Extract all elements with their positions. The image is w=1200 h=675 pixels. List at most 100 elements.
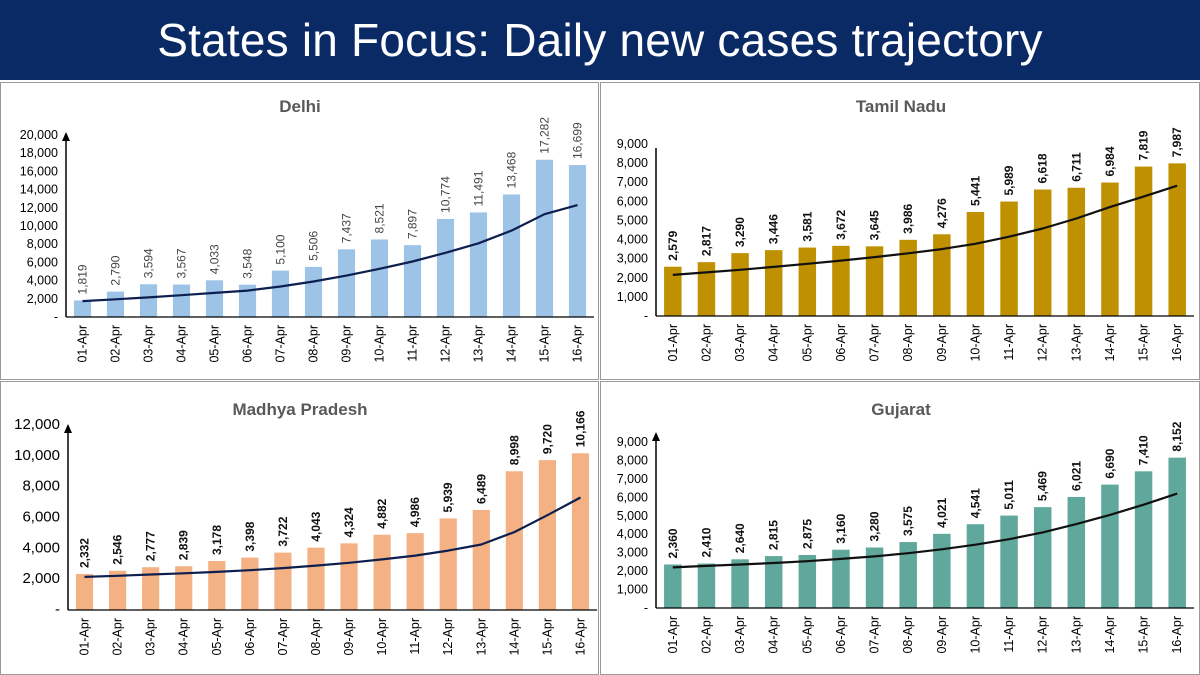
data-label: 10,166	[573, 410, 587, 447]
x-tick-label: 12-Apr	[1036, 324, 1050, 362]
bar-14-Apr	[1101, 182, 1119, 316]
data-label: 3,567	[175, 248, 189, 278]
x-tick-label: 12-Apr	[441, 618, 455, 656]
chart-panel-tamil-nadu: Tamil Nadu - 1,000 2,000 3,000 4,000 5,000 6,00…	[600, 82, 1200, 380]
bar-03-Apr	[731, 559, 749, 608]
bar-11-Apr	[1000, 515, 1018, 608]
x-tick-label: 02-Apr	[109, 325, 123, 363]
bar-02-Apr	[697, 563, 716, 608]
y-tick-label: 5,000	[617, 509, 648, 523]
bar-12-Apr	[1033, 507, 1052, 608]
bar-15-Apr	[535, 159, 554, 317]
data-label: 2,777	[144, 531, 158, 561]
chart-title: Tamil Nadu	[856, 97, 946, 116]
x-tick-label: 13-Apr	[472, 325, 486, 363]
data-label: 5,506	[307, 231, 321, 261]
data-label: 5,100	[274, 234, 288, 264]
bar-08-Apr	[899, 542, 917, 608]
bar-08-Apr	[307, 547, 325, 610]
data-label: 1,819	[76, 264, 90, 294]
bar-09-Apr	[933, 533, 951, 608]
data-label: 3,548	[241, 248, 255, 278]
bar-16-Apr	[1168, 163, 1186, 316]
data-label: 2,360	[666, 528, 680, 558]
y-tick-label: 2,000	[22, 570, 60, 587]
bar-15-Apr	[1134, 471, 1153, 608]
data-label: 8,998	[507, 435, 521, 465]
x-tick-label: 02-Apr	[699, 616, 713, 654]
data-label: 8,152	[1170, 421, 1184, 451]
x-tick-label: 03-Apr	[733, 324, 747, 362]
x-tick-label: 15-Apr	[540, 618, 554, 656]
data-label: 6,021	[1069, 461, 1083, 491]
bar-09-Apr	[337, 249, 356, 317]
data-label: 4,324	[342, 507, 356, 537]
data-label: 5,469	[1036, 471, 1050, 501]
data-label: 2,815	[767, 520, 781, 550]
x-tick-label: 09-Apr	[935, 324, 949, 362]
y-tick-label: 18,000	[20, 146, 58, 160]
y-tick-label: 20,000	[20, 128, 58, 142]
x-tick-label: 13-Apr	[1069, 324, 1083, 362]
bar-03-Apr	[139, 284, 158, 317]
bar-02-Apr	[697, 262, 716, 316]
x-tick-label: 10-Apr	[373, 325, 387, 363]
data-label: 2,579	[666, 230, 680, 260]
y-tick-label: 4,000	[22, 539, 60, 556]
x-tick-label: 09-Apr	[340, 325, 354, 363]
y-tick-label: -	[644, 309, 648, 323]
data-label: 4,541	[968, 488, 982, 518]
x-tick-label: 04-Apr	[767, 324, 781, 362]
bar-07-Apr	[865, 246, 884, 316]
y-tick-label: 8,000	[617, 156, 648, 170]
data-label: 4,276	[935, 198, 949, 228]
bar-04-Apr	[764, 250, 783, 316]
data-label: 2,839	[177, 530, 191, 560]
x-tick-label: 10-Apr	[968, 616, 982, 654]
y-tick-label: 12,000	[14, 416, 60, 433]
x-tick-label: 10-Apr	[375, 618, 389, 656]
y-tick-label: 7,000	[617, 175, 648, 189]
chart-title: Gujarat	[871, 400, 931, 419]
bar-15-Apr	[538, 460, 557, 610]
y-tick-label: 2,000	[617, 564, 648, 578]
y-tick-label: 6,000	[27, 255, 58, 269]
x-tick-label: 08-Apr	[309, 618, 323, 656]
bar-05-Apr	[208, 561, 226, 610]
x-tick-label: 09-Apr	[935, 616, 949, 654]
bar-03-Apr	[731, 253, 749, 316]
chart-body: Delhi - 2,000 4,000 6,000 8,000 10,000 12,000 14…	[20, 97, 594, 363]
x-tick-label: 08-Apr	[901, 616, 915, 654]
bar-05-Apr	[798, 554, 817, 608]
bar-13-Apr	[1067, 187, 1086, 316]
x-tick-label: 04-Apr	[177, 618, 191, 656]
data-label: 3,398	[243, 521, 257, 551]
x-tick-label: 02-Apr	[111, 618, 125, 656]
bar-05-Apr	[798, 247, 817, 316]
bar-15-Apr	[1134, 166, 1153, 316]
bar-14-Apr	[505, 471, 523, 610]
trend-line	[84, 496, 582, 578]
data-label: 2,410	[699, 527, 713, 557]
y-tick-label: 2,000	[617, 271, 648, 285]
bar-01-Apr	[664, 266, 682, 316]
data-label: 6,690	[1103, 448, 1117, 478]
data-label: 7,410	[1137, 435, 1151, 465]
x-tick-label: 03-Apr	[733, 616, 747, 654]
chart-panel-delhi: Delhi - 2,000 4,000 6,000 8,000 10,000 12,000 14…	[0, 82, 599, 380]
data-label: 3,672	[834, 209, 848, 239]
x-tick-label: 16-Apr	[573, 618, 587, 656]
data-label: 5,011	[1002, 480, 1016, 510]
x-tick-label: 12-Apr	[1036, 616, 1050, 654]
y-tick-label: 4,000	[27, 274, 58, 288]
data-label: 6,711	[1069, 152, 1083, 182]
bar-01-Apr	[75, 574, 94, 610]
data-label: 4,043	[309, 511, 323, 541]
y-axis-arrow	[62, 132, 70, 141]
y-tick-label: 10,000	[20, 219, 58, 233]
bar-11-Apr	[406, 533, 424, 610]
bar-04-Apr	[172, 284, 191, 317]
y-tick-label: 8,000	[22, 478, 60, 495]
data-label: 2,875	[800, 519, 814, 549]
x-tick-label: 10-Apr	[968, 324, 982, 362]
